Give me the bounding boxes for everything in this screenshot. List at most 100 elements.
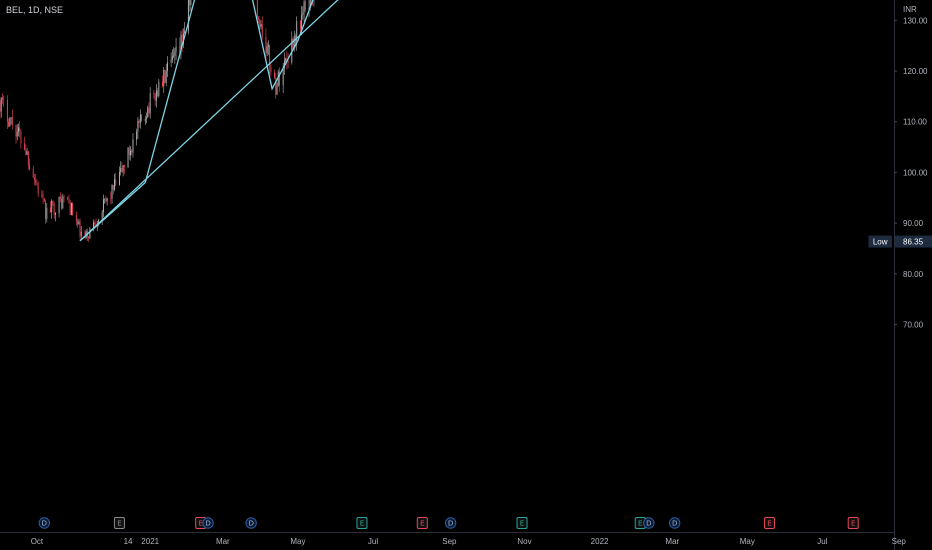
dividend-icon — [202, 517, 214, 529]
candle-body — [10, 117, 12, 119]
candle-body — [68, 198, 70, 204]
candle-body — [141, 114, 143, 122]
candle-body — [9, 118, 11, 127]
candle-body — [77, 221, 79, 225]
candle-body — [299, 21, 301, 30]
candle-body — [70, 202, 72, 215]
candle-body — [165, 70, 167, 83]
candle-body — [190, 0, 192, 5]
candle-body — [266, 46, 268, 54]
candle-body — [292, 38, 294, 49]
candle-body — [256, 0, 258, 18]
candle-body — [120, 167, 122, 173]
candle-body — [157, 90, 159, 96]
candle-body — [59, 196, 61, 199]
candle-body — [52, 200, 54, 204]
candle-body — [127, 147, 129, 168]
x-tick-label: Jul — [817, 537, 827, 546]
earnings-icon-letter: E — [117, 520, 121, 528]
candle-body — [105, 198, 107, 202]
y-tick-label: 100.00 — [903, 168, 928, 177]
dividend-icon — [668, 517, 681, 529]
candle-body — [62, 196, 64, 209]
y-tick-label: 130.00 — [903, 16, 928, 25]
earnings-icon — [113, 517, 125, 529]
candle-body — [304, 1, 306, 11]
candle-body — [147, 107, 149, 118]
candle-body — [296, 21, 298, 44]
x-tick-label: Sep — [442, 537, 457, 546]
candle-body — [130, 150, 131, 156]
candle-body — [84, 231, 86, 238]
candle-body — [137, 120, 139, 132]
candle-body — [61, 198, 63, 209]
candle-body — [98, 220, 99, 225]
candle-body — [34, 177, 35, 180]
x-tick-label: Nov — [517, 537, 531, 546]
x-tick-label: Sep — [892, 537, 907, 546]
candle-body — [78, 221, 80, 225]
candle-body — [37, 184, 39, 194]
candle-body — [270, 65, 272, 73]
y-tick-label: 80.00 — [903, 270, 924, 279]
candle-body — [35, 179, 37, 183]
y-tick-label: 70.00 — [903, 320, 924, 329]
x-tick-label: 2021 — [141, 537, 159, 546]
candle-body — [3, 99, 5, 101]
symbol-title: BEL, 1D, NSE — [6, 5, 64, 15]
candle-body — [11, 117, 13, 126]
earnings-icon — [847, 517, 859, 529]
candle-body — [258, 17, 259, 20]
x-tick-label: 14 — [124, 537, 133, 546]
candle-body — [46, 207, 48, 219]
candle-body — [93, 222, 95, 229]
candle-body — [43, 198, 45, 202]
x-tick-label: 2022 — [591, 537, 609, 546]
dividend-icon-letter: D — [448, 520, 453, 528]
candle-body — [16, 131, 18, 137]
candle-body — [309, 0, 311, 8]
candlestick-series — [0, 0, 315, 242]
candle-body — [261, 23, 263, 38]
candle-body — [163, 69, 165, 87]
trendline-1 — [79, 0, 339, 242]
candle-body — [144, 118, 146, 122]
candle-body — [301, 14, 303, 30]
candle-body — [89, 228, 91, 239]
candle-body — [279, 71, 280, 86]
earnings-icon-letter: E — [360, 520, 364, 528]
candle-body — [166, 62, 168, 71]
candle-body — [29, 164, 30, 169]
candle-body — [51, 200, 53, 213]
candle-body — [69, 203, 71, 215]
price-axis: 70.00 80.00 90.00 100.00 110.00 120.00 130.00 I… — [894, 0, 928, 550]
x-tick-label: Oct — [31, 537, 44, 546]
candle-body — [181, 34, 183, 45]
candle-body — [72, 202, 74, 216]
candle-body — [123, 165, 125, 168]
low-tag-value: 86.35 — [903, 238, 924, 247]
y-tick-label: 110.00 — [903, 118, 927, 127]
candle-body — [275, 77, 277, 95]
low-tag-label: Low — [873, 238, 888, 247]
candle-body — [80, 231, 82, 237]
candle-body — [269, 45, 271, 66]
dividend-icon — [444, 517, 457, 529]
y-tick-label: 90.00 — [903, 219, 924, 228]
earnings-icon-letter: E — [520, 520, 524, 528]
candle-body — [115, 179, 117, 186]
candle-body — [162, 81, 163, 87]
candle-body — [187, 0, 189, 32]
candle-body — [36, 182, 38, 185]
candle-body — [15, 125, 17, 137]
candle-body — [303, 1, 305, 13]
candle-body — [20, 130, 22, 144]
earnings-icon-letter: E — [851, 520, 855, 528]
candle-body — [155, 90, 157, 101]
candle-body — [58, 196, 60, 214]
candle-body — [179, 46, 181, 53]
dividend-icon-letter: D — [646, 520, 651, 528]
candle-body — [6, 100, 8, 122]
earnings-icon-letter: E — [638, 520, 642, 528]
